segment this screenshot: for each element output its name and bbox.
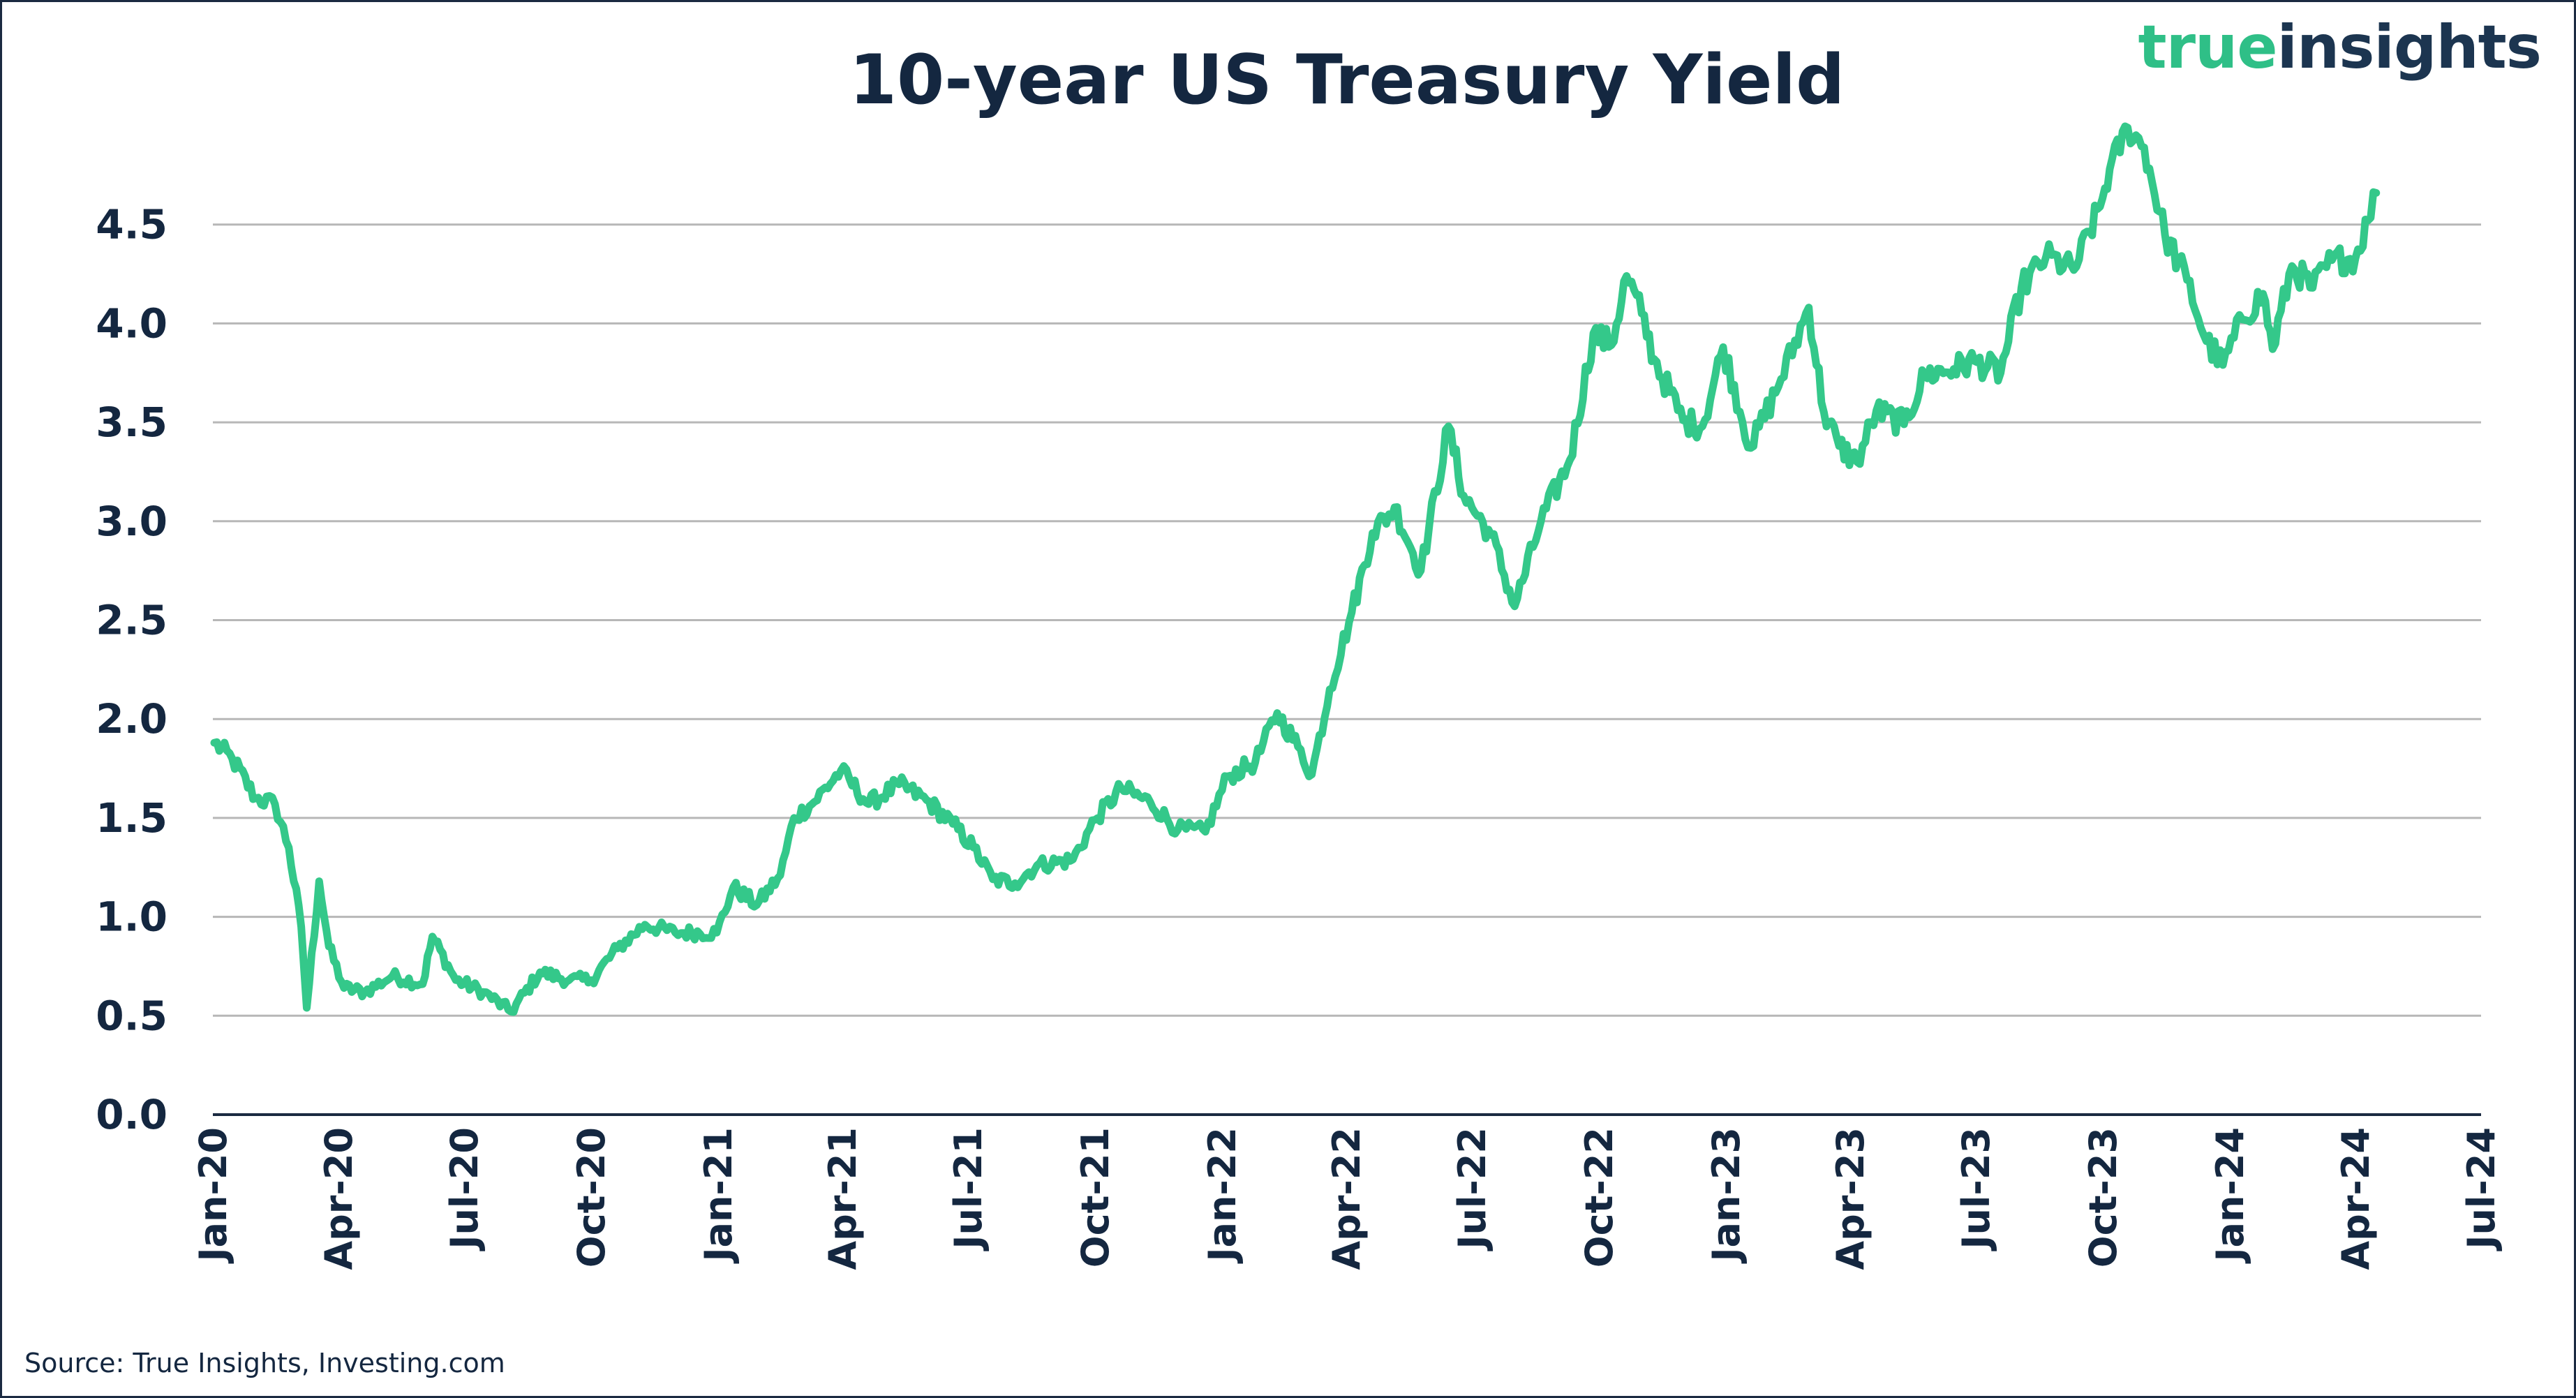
x-tick-label: Oct-21 — [1073, 1127, 1117, 1267]
x-tick-label: Jan-23 — [1704, 1127, 1748, 1265]
x-tick-label: Jul-24 — [2459, 1127, 2503, 1252]
x-tick-label: Apr-24 — [2334, 1127, 2378, 1270]
x-tick-label: Jan-21 — [697, 1127, 740, 1265]
gridlines — [213, 223, 2481, 1017]
series-line-10y-yield — [210, 122, 2381, 1016]
x-tick-label: Oct-22 — [1577, 1127, 1621, 1267]
x-tick-label: Jul-20 — [442, 1127, 486, 1252]
y-tick-label: 0.5 — [96, 992, 167, 1039]
y-tick-label: 3.5 — [96, 399, 167, 446]
x-tick-label: Jul-23 — [1954, 1127, 1998, 1252]
y-tick-label: 4.5 — [96, 201, 167, 248]
x-tick-label: Jan-22 — [1200, 1127, 1244, 1265]
x-tick-label: Apr-21 — [821, 1127, 865, 1270]
logo-word-insights: insights — [2277, 13, 2542, 82]
x-tick-label: Oct-23 — [2081, 1127, 2125, 1267]
y-tick-label: 1.5 — [96, 794, 167, 842]
brand-logo: trueinsights — [2138, 13, 2542, 82]
source-note: Source: True Insights, Investing.com — [24, 1348, 505, 1378]
x-tick-label: Jan-24 — [2208, 1127, 2252, 1265]
y-tick-label: 2.0 — [96, 695, 167, 743]
logo-word-true: true — [2138, 13, 2277, 82]
x-tick-label: Jan-20 — [191, 1127, 235, 1265]
x-tick-label: Jul-22 — [1450, 1127, 1494, 1252]
x-tick-label: Apr-23 — [1829, 1127, 1873, 1270]
series — [210, 122, 2381, 1016]
x-tick-label: Apr-20 — [317, 1127, 361, 1270]
x-tick-label: Jul-21 — [946, 1127, 990, 1252]
x-tick-label: Oct-20 — [569, 1127, 613, 1267]
y-tick-label: 0.0 — [96, 1091, 167, 1138]
y-tick-label: 2.5 — [96, 597, 167, 644]
y-tick-label: 1.0 — [96, 893, 167, 941]
y-tick-label: 4.0 — [96, 299, 167, 347]
y-axis-ticks: 0.0 0.5 1.0 1.5 2.0 2.5 3.0 3.5 4.0 4.5 — [96, 201, 167, 1138]
chart-title: 10-year US Treasury Yield — [849, 40, 1845, 120]
x-axis-ticks: Jan-20 Apr-20 Jul-20 Oct-20 Jan-21 Apr-21 Jul-… — [191, 1127, 2503, 1270]
x-tick-label: Apr-22 — [1325, 1127, 1369, 1270]
y-tick-label: 3.0 — [96, 498, 167, 545]
